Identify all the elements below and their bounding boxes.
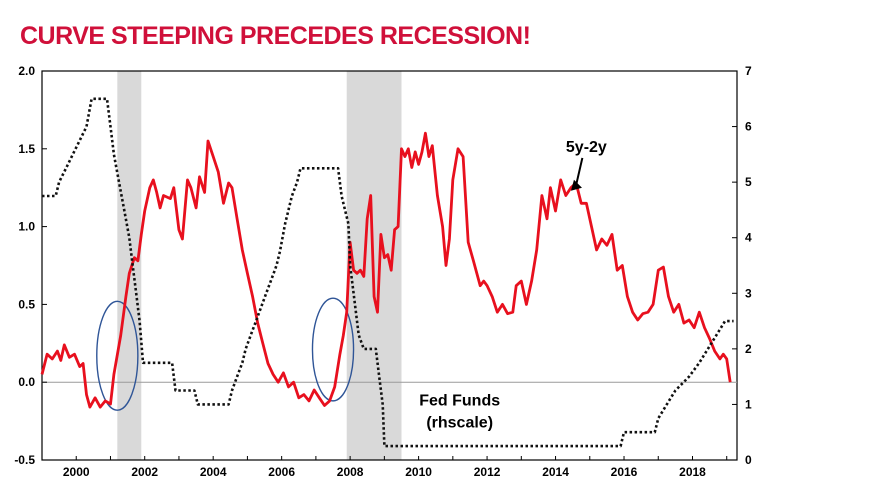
y-right-tick-label: 5 — [745, 175, 752, 189]
x-tick-label: 2008 — [337, 465, 364, 479]
annotation-label-2: (rhscale) — [426, 414, 493, 431]
x-tick-label: 2000 — [63, 465, 90, 479]
x-tick-label: 2004 — [200, 465, 227, 479]
x-tick-label: 2014 — [542, 465, 569, 479]
series-lines — [40, 97, 734, 448]
plot-frame — [41, 70, 738, 461]
fed-funds-line — [42, 97, 734, 448]
x-tick-label: 2002 — [131, 465, 158, 479]
annotations: 5y-2y Fed Funds (rhscale) — [419, 139, 607, 431]
highlight-ellipses — [96, 297, 355, 411]
recession-bands — [117, 71, 402, 460]
spread-5y2y-line — [40, 131, 732, 409]
annotation-arrow-shaft — [574, 157, 584, 187]
chart-title: CURVE STEEPING PRECEDES RECESSION! — [20, 22, 531, 50]
y-left-tick-label: 1.0 — [18, 220, 35, 234]
tick-labels: 2.0 1.5 1.0 0.5 0.0 -0.5 7 6 5 4 3 2 1 0 2000 2002 2004 2… — [14, 64, 752, 479]
y-right-tick-label: 0 — [745, 453, 752, 467]
annotation-label-0: 5y-2y — [566, 139, 607, 156]
y-right-tick-label: 4 — [745, 231, 752, 245]
x-tick-label: 2012 — [474, 465, 501, 479]
y-left-tick-label: 0.5 — [18, 297, 35, 311]
y-right-tick-label: 2 — [745, 342, 752, 356]
x-tick-label: 2016 — [611, 465, 638, 479]
x-tick-label: 2006 — [268, 465, 295, 479]
y-left-tick-label: 2.0 — [18, 64, 35, 78]
recession-band-0 — [117, 71, 142, 460]
y-left-tick-label: 1.5 — [18, 142, 35, 156]
y-left-tick-label: 0.0 — [18, 375, 35, 389]
highlight-ellipse-0 — [96, 300, 139, 411]
y-left-tick-label: -0.5 — [14, 453, 35, 467]
x-tick-label: 2010 — [405, 465, 432, 479]
annotation-label-1: Fed Funds — [419, 393, 500, 410]
x-tick-label: 2018 — [679, 465, 706, 479]
y-right-tick-label: 1 — [745, 397, 752, 411]
y-right-tick-label: 6 — [745, 120, 752, 134]
y-right-tick-label: 3 — [745, 286, 752, 300]
annotation-arrow-head — [570, 179, 582, 191]
y-right-tick-label: 7 — [745, 64, 752, 78]
highlight-ellipse-1 — [311, 297, 355, 402]
axis-frame — [41, 70, 738, 461]
